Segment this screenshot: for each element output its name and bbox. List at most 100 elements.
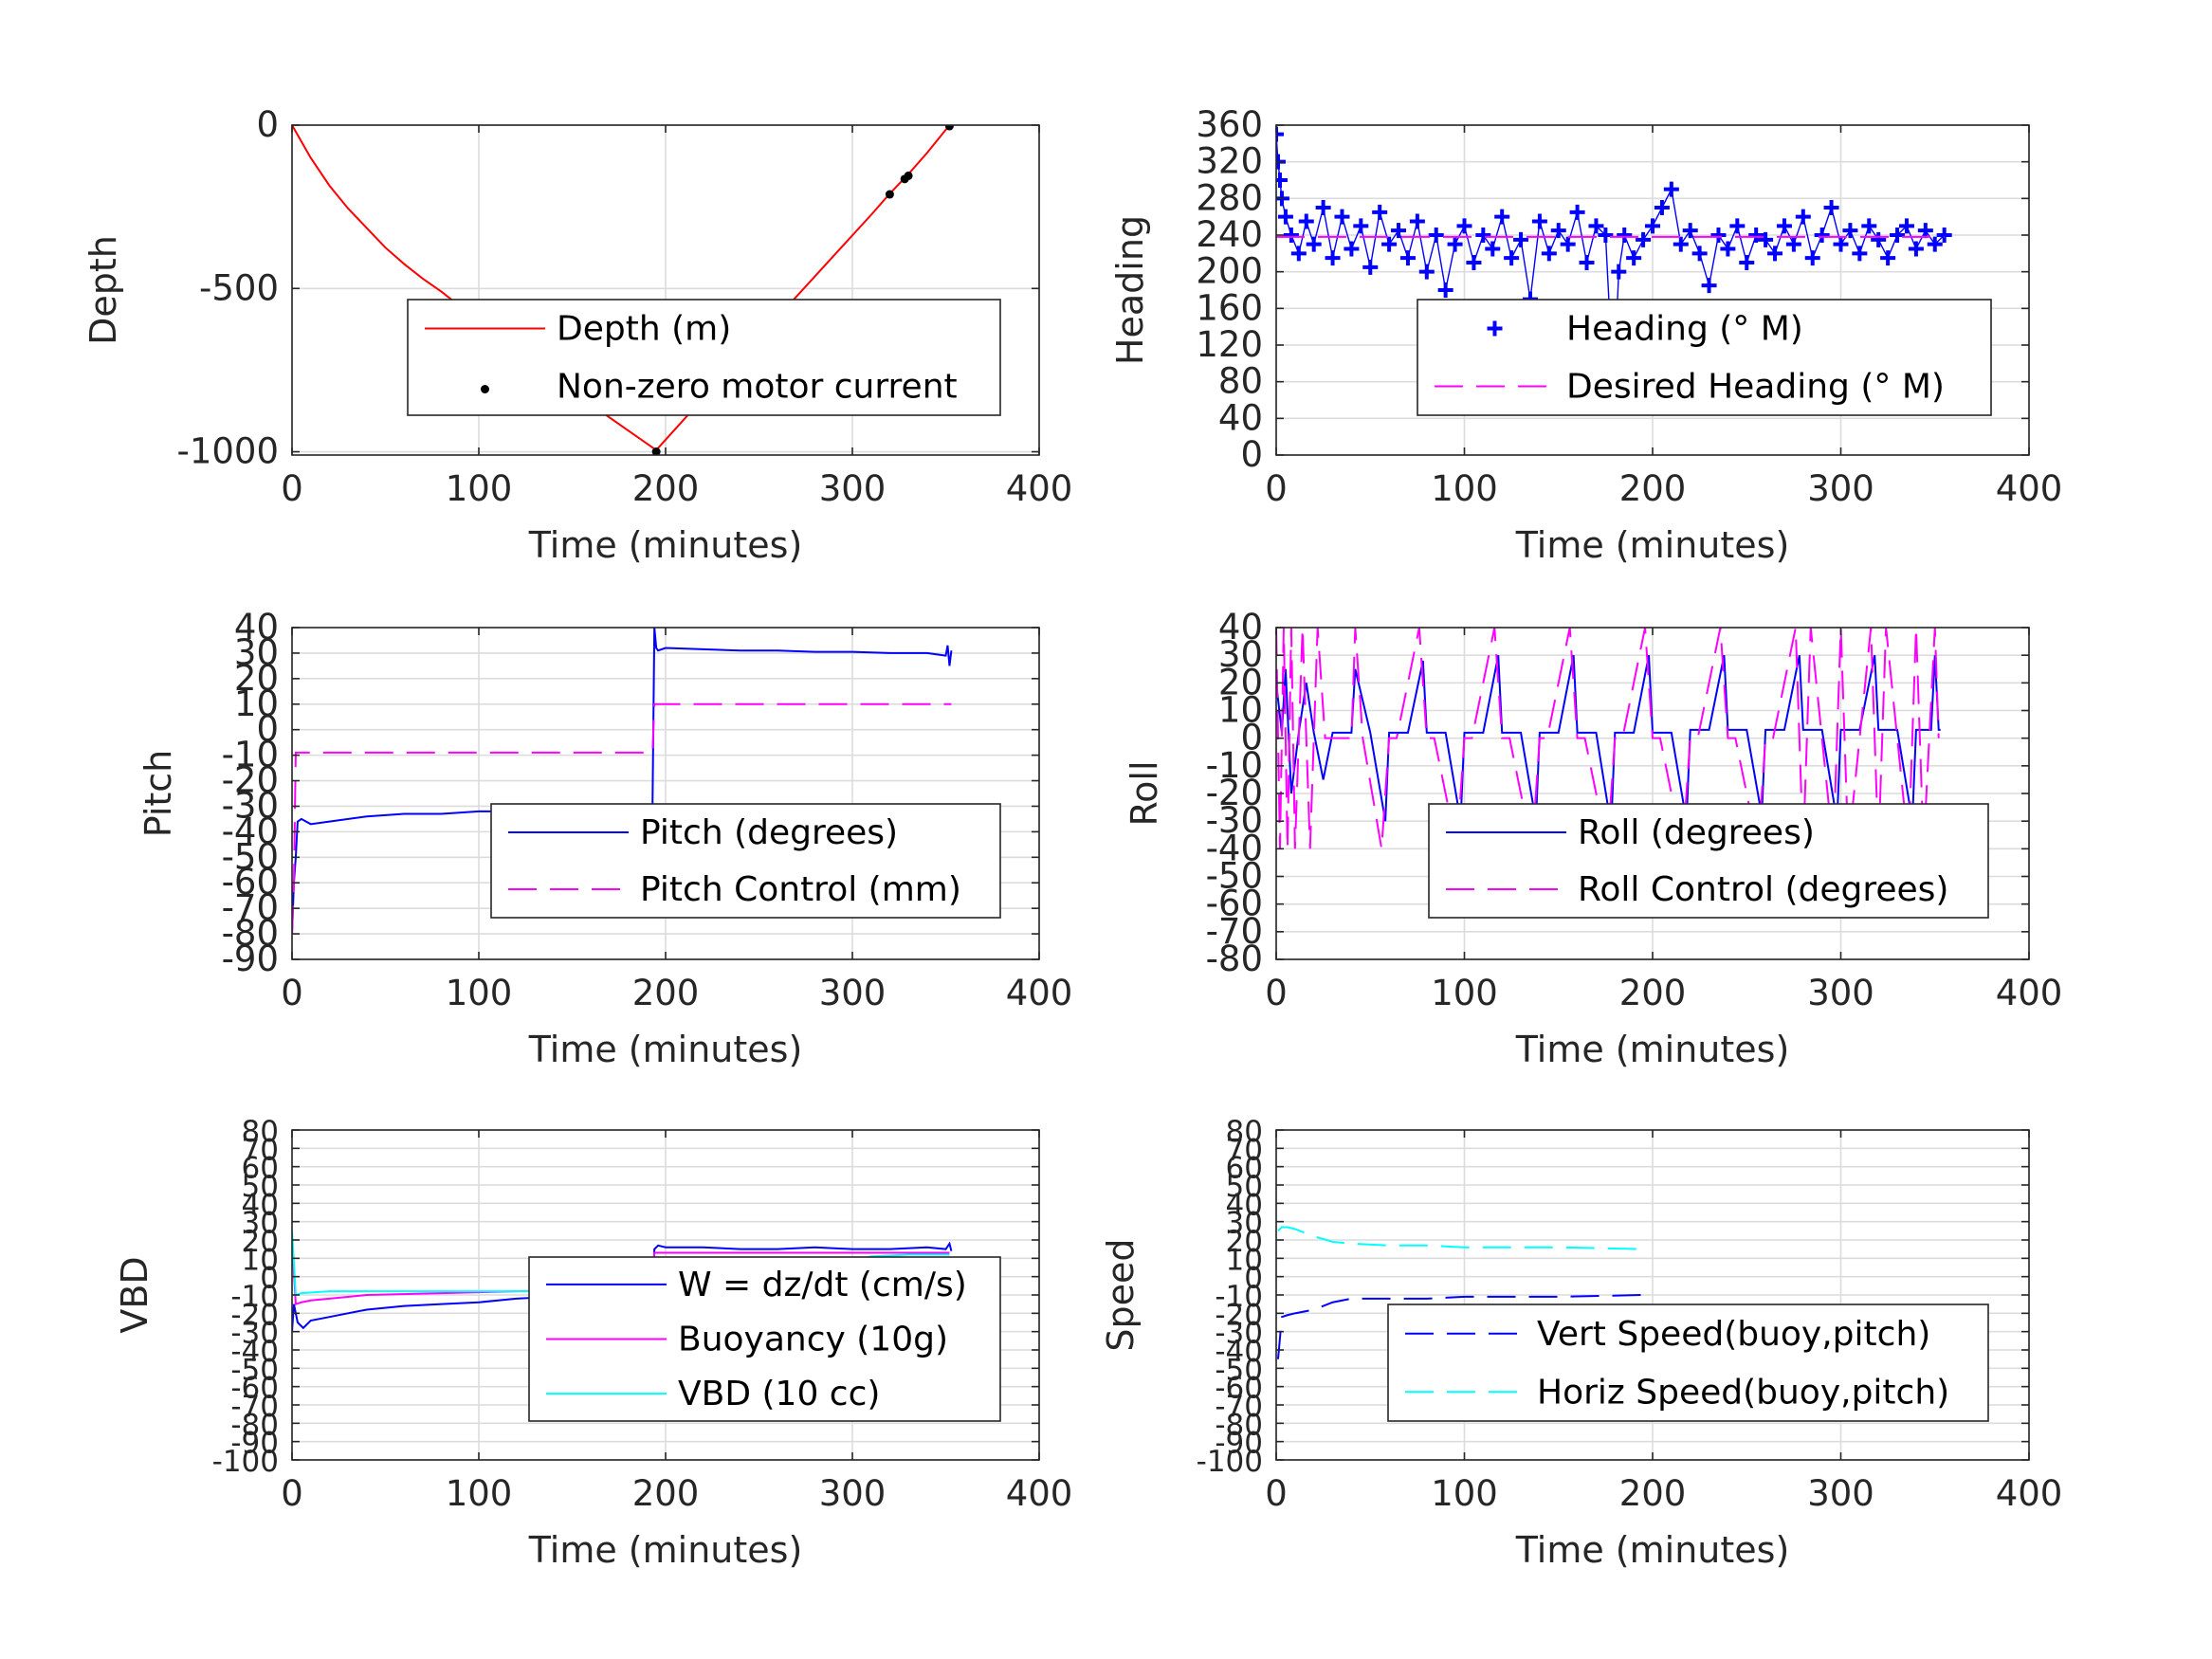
data-point [1418, 264, 1435, 280]
y-tick-label: 80 [1226, 1115, 1263, 1149]
data-point [1767, 246, 1783, 262]
data-point [1898, 218, 1914, 234]
data-point [1447, 236, 1463, 252]
y-tick-label: -50 [1215, 1353, 1263, 1387]
x-axis-label: Time (minutes) [1515, 1029, 1790, 1070]
data-point [1560, 236, 1576, 252]
y-tick-label: 10 [1226, 1243, 1263, 1277]
y-tick-label: -70 [1215, 1390, 1263, 1424]
y-tick-label: 20 [234, 658, 279, 699]
x-tick-label: 200 [632, 468, 700, 509]
data-point [1663, 181, 1679, 197]
y-tick-label: 80 [1218, 361, 1263, 402]
y-tick-label: 0 [256, 104, 279, 145]
data-point [1776, 218, 1792, 234]
y-tick-label: -70 [230, 1390, 279, 1424]
x-axis-label: Time (minutes) [528, 1529, 803, 1571]
y-tick-label: -80 [230, 1408, 279, 1442]
depth-panel: 0 100 200 300 400 0 -500 -1000 Time (minutes) Dep… [82, 104, 1072, 566]
x-tick-label: 0 [281, 1473, 303, 1514]
data-point [1475, 228, 1491, 243]
data-point [1276, 126, 1284, 142]
series-line [292, 702, 952, 935]
legend-box [1387, 1304, 1989, 1422]
y-tick-label: -10 [1206, 745, 1263, 786]
data-point [904, 171, 913, 180]
y-tick-label: -30 [1215, 1317, 1263, 1351]
legend: W = dz/dt (cm/s) Buoyancy (10g) VBD (10 cc… [528, 1256, 1001, 1422]
y-tick-label: 50 [242, 1170, 279, 1204]
legend: Pitch (degrees) Pitch Control (mm) [490, 803, 1001, 919]
x-tick-label: 400 [1006, 973, 1073, 1013]
y-tick-label: 320 [1196, 141, 1263, 182]
y-tick-label: -10 [230, 1280, 279, 1314]
data-point [1306, 236, 1322, 252]
y-tick-label: -100 [1197, 1445, 1263, 1479]
data-point [1814, 228, 1830, 243]
y-tick-label: -60 [222, 862, 279, 902]
data-point [1362, 259, 1379, 275]
y-tick-label: -90 [222, 939, 279, 979]
data-point [1485, 241, 1501, 257]
legend-label: Horiz Speed(buoy,pitch) [1537, 1373, 1949, 1412]
x-tick-label: 200 [1619, 973, 1687, 1013]
x-tick-label: 400 [1996, 468, 2063, 509]
legend: Heading (° M) Desired Heading (° M) [1417, 299, 1992, 416]
y-tick-label: 40 [1218, 607, 1263, 647]
data-point [1636, 231, 1652, 247]
data-point [1785, 236, 1801, 252]
y-tick-label: -40 [1206, 828, 1263, 868]
data-point [1626, 250, 1642, 266]
y-tick-label: 80 [242, 1115, 279, 1149]
y-tick-label: -60 [1206, 884, 1263, 924]
y-tick-label: 40 [1226, 1188, 1263, 1222]
data-point [1334, 209, 1350, 225]
data-point [1654, 200, 1670, 215]
roll-panel: 0 100 200 300 400403020100-10-20-30-40-50-60… [1124, 607, 2062, 1070]
series-line [1277, 1226, 1644, 1250]
x-tick-label: 100 [1431, 1473, 1498, 1514]
legend-box [490, 803, 1001, 919]
legend: Depth (m) Non-zero motor current [407, 299, 1001, 416]
y-axis-label: Speed [1100, 1238, 1142, 1351]
plot-area [1276, 1226, 1644, 1359]
data-point [1276, 173, 1288, 188]
data-point [1569, 204, 1585, 220]
y-tick-label: 10 [242, 1243, 279, 1277]
y-tick-label: 0 [1244, 1262, 1263, 1296]
data-point [1325, 250, 1341, 266]
data-point [1880, 250, 1896, 266]
legend-box [1417, 299, 1992, 416]
data-point [1871, 231, 1887, 247]
legend-label: Roll (degrees) [1578, 813, 1815, 852]
legend-label: Pitch Control (mm) [640, 870, 961, 909]
data-point [1504, 250, 1520, 266]
data-point [1673, 236, 1689, 252]
x-tick-label: 400 [1006, 468, 1073, 509]
legend-label: W = dz/dt (cm/s) [678, 1266, 967, 1304]
data-point [1833, 236, 1849, 252]
data-point [1611, 264, 1627, 280]
data-point [1550, 223, 1566, 239]
x-tick-label: 200 [632, 973, 700, 1013]
legend-box [1428, 803, 1989, 919]
x-tick-label: 400 [1006, 1473, 1073, 1514]
data-point [1852, 246, 1868, 262]
y-tick-label: -90 [1215, 1427, 1263, 1461]
y-tick-label: 30 [234, 632, 279, 673]
data-point [1927, 236, 1943, 252]
data-point [1381, 236, 1398, 252]
data-point [1437, 283, 1453, 298]
x-tick-label: 0 [1265, 468, 1288, 509]
data-point [1513, 231, 1529, 247]
data-point [1391, 223, 1407, 239]
x-axis-label: Time (minutes) [528, 1029, 803, 1070]
x-tick-label: 300 [819, 1473, 887, 1514]
y-tick-label: -30 [1206, 800, 1263, 841]
y-tick-label: -70 [1206, 911, 1263, 952]
y-tick-label: 0 [260, 1262, 279, 1296]
y-tick-label: -10 [222, 735, 279, 775]
series-line [1276, 1294, 1644, 1359]
data-point [944, 125, 954, 131]
y-tick-label: 60 [242, 1152, 279, 1186]
